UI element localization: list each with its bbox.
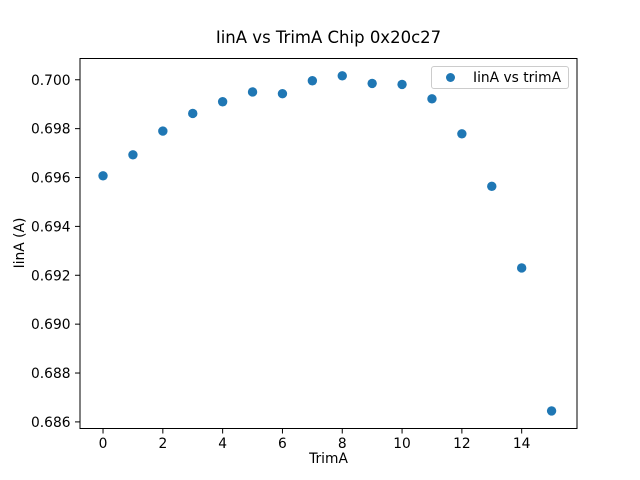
data-point [487,181,497,192]
data-point [217,97,228,107]
data-point [307,76,318,86]
x-tick-label: 8 [338,436,347,452]
y-tick-label: 0.688 [31,366,71,382]
data-point [337,71,347,81]
data-point [367,78,377,89]
x-tick-label: 2 [158,436,167,452]
y-tick-label: 0.686 [31,415,71,431]
data-point [188,108,198,119]
x-tick-label: 0 [99,436,108,452]
y-tick-label: 0.698 [31,122,71,138]
data-point [397,79,407,90]
y-tick-label: 0.692 [31,268,71,284]
data-point [158,126,168,136]
data-point [427,94,437,104]
data-point [98,171,108,181]
data-point [128,150,138,160]
data-point [546,406,557,416]
legend-marker-icon [446,73,455,82]
data-point [247,87,258,97]
data-point [457,129,467,139]
x-tick-label: 6 [278,436,287,452]
x-tick-label: 12 [453,436,471,452]
x-tick-label: 4 [218,436,227,452]
x-axis-label: TrimA [309,451,348,467]
y-tick-label: 0.690 [31,317,71,333]
x-tick-label: 10 [393,436,411,452]
axes-spines [79,58,578,429]
data-point [516,263,527,273]
y-axis-label: IinA (A) [12,217,28,269]
y-tick-label: 0.694 [31,219,71,235]
data-point [277,88,288,99]
y-tick-label: 0.696 [31,171,71,187]
y-tick-label: 0.700 [31,73,71,89]
legend-label: IinA vs trimA [473,69,562,86]
x-tick-label: 14 [513,436,531,452]
chart-title: IinA vs TrimA Chip 0x20c27 [215,28,442,47]
legend-box: IinA vs trimA [431,66,569,89]
